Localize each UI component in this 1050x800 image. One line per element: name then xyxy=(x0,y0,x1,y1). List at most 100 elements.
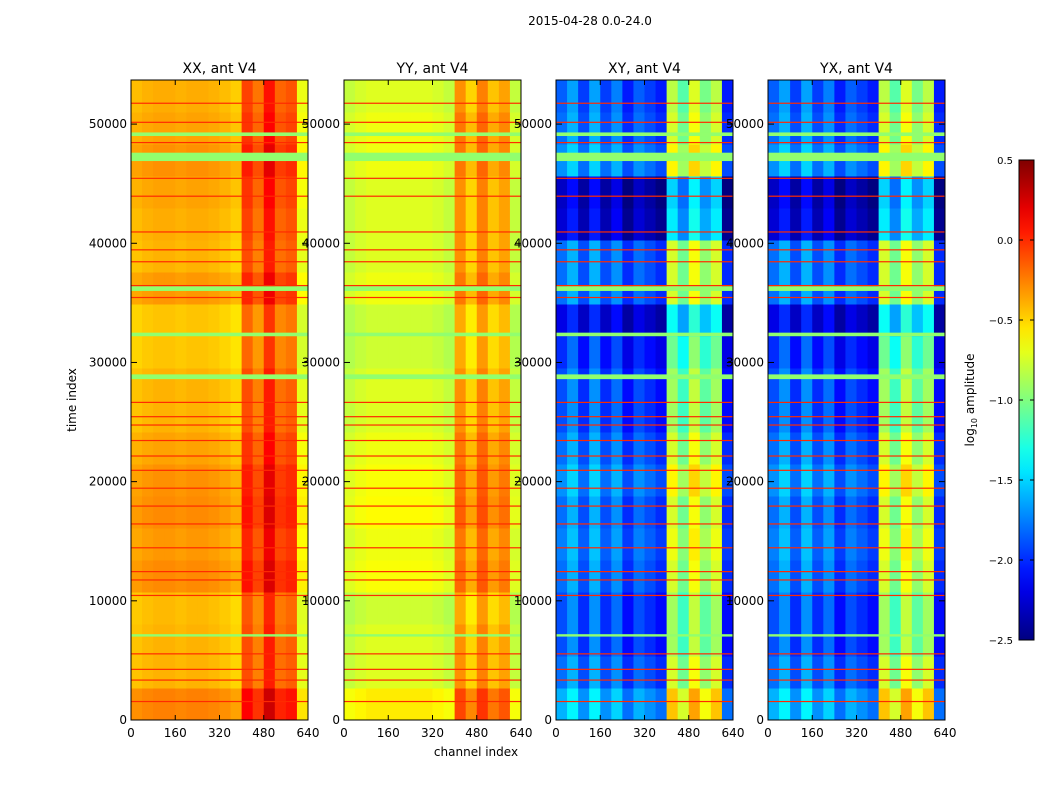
heatmap-cell xyxy=(867,560,880,593)
heatmap-cell xyxy=(768,464,780,497)
heatmap-cell xyxy=(285,176,298,209)
heatmap-cell xyxy=(410,240,422,273)
flag-line xyxy=(131,424,308,426)
flag-line xyxy=(556,231,733,233)
heatmap-cell xyxy=(175,240,187,273)
heatmap-cell xyxy=(922,528,935,561)
heatmap-cell xyxy=(633,528,645,561)
heatmap-cell xyxy=(633,336,645,369)
heatmap-cell xyxy=(443,560,456,593)
heatmap-cell xyxy=(655,688,668,721)
heatmap-cell xyxy=(622,80,634,113)
heatmap-cell xyxy=(487,240,500,273)
heatmap-cell xyxy=(721,656,734,689)
heatmap-cell xyxy=(410,656,422,689)
heatmap-cell xyxy=(285,592,298,625)
heatmap-cell xyxy=(355,432,367,465)
heatmap-cell xyxy=(296,688,309,721)
heatmap-cell xyxy=(567,688,579,721)
heatmap-cell xyxy=(677,304,690,337)
heatmap-cell xyxy=(900,560,913,593)
heatmap-cell xyxy=(779,624,791,657)
heatmap-cell xyxy=(644,528,657,561)
heatmap-cell xyxy=(812,112,824,145)
flag-line xyxy=(344,700,521,703)
heatmap-cell xyxy=(366,208,378,241)
heatmap-cell xyxy=(421,688,433,721)
heatmap-cell xyxy=(922,432,935,465)
heatmap-cell xyxy=(153,464,165,497)
flag-line xyxy=(131,261,308,263)
heatmap-cell xyxy=(699,336,712,369)
heatmap-cell xyxy=(230,368,243,401)
heatmap-cell xyxy=(296,464,309,497)
heatmap-cell xyxy=(230,432,243,465)
heatmap-cell xyxy=(790,432,802,465)
heatmap-cell xyxy=(633,592,645,625)
heatmap-cell xyxy=(677,688,690,721)
heatmap-cell xyxy=(377,336,389,369)
x-tick-label: 320 xyxy=(845,726,868,740)
y-tick-label: 40000 xyxy=(302,236,340,250)
heatmap-cell xyxy=(208,624,220,657)
heatmap-cell xyxy=(900,176,913,209)
colorbar-tick-label: −2.0 xyxy=(989,556,1013,567)
heatmap-cell xyxy=(153,624,165,657)
heatmap-cell xyxy=(589,432,601,465)
heatmap-cell xyxy=(208,528,220,561)
heatmap-cell xyxy=(633,560,645,593)
heatmap-cell xyxy=(241,528,254,561)
heatmap-cell xyxy=(296,304,309,337)
heatmap-cell xyxy=(655,496,668,529)
heatmap-cell xyxy=(487,624,500,657)
heatmap-cell xyxy=(410,432,422,465)
heatmap-cell xyxy=(710,336,723,369)
heatmap-cell xyxy=(454,464,467,497)
heatmap-cell xyxy=(487,688,500,721)
heatmap-cell xyxy=(175,368,187,401)
y-tick-label: 0 xyxy=(756,713,764,727)
heatmap-cell xyxy=(465,432,478,465)
heatmap-cell xyxy=(432,528,445,561)
heatmap-cell xyxy=(567,432,579,465)
heatmap-cell xyxy=(677,496,690,529)
heatmap-cell xyxy=(867,336,880,369)
heatmap-cell xyxy=(487,176,500,209)
heatmap-cell xyxy=(252,464,265,497)
flag-line xyxy=(131,439,308,442)
heatmap-cell xyxy=(900,112,913,145)
heatmap-cell xyxy=(241,336,254,369)
flag-line xyxy=(131,487,308,489)
heatmap-cell xyxy=(410,528,422,561)
heatmap-cell xyxy=(487,304,500,337)
heatmap-cell xyxy=(878,464,891,497)
heatmap-cell xyxy=(688,112,701,145)
heatmap-cell xyxy=(622,560,634,593)
heatmap-cell xyxy=(175,464,187,497)
heatmap-cell xyxy=(142,688,154,721)
heatmap-cell xyxy=(296,80,309,113)
heatmap-cell xyxy=(454,528,467,561)
heatmap-cell xyxy=(922,464,935,497)
heatmap-cell xyxy=(666,688,679,721)
heatmap-cell xyxy=(252,336,265,369)
x-tick-label: 480 xyxy=(889,726,912,740)
heatmap-cell xyxy=(410,176,422,209)
heatmap-cell xyxy=(801,208,813,241)
heatmap-cell xyxy=(366,464,378,497)
heatmap-cell xyxy=(487,112,500,145)
y-tick-label: 50000 xyxy=(89,117,127,131)
heatmap-cell xyxy=(285,464,298,497)
heatmap-cell xyxy=(589,112,601,145)
heatmap-cell xyxy=(699,176,712,209)
heatmap-cell xyxy=(589,592,601,625)
heatmap-cell xyxy=(911,464,924,497)
heatmap-cell xyxy=(285,208,298,241)
heatmap-cell xyxy=(710,368,723,401)
heatmap-cell xyxy=(900,656,913,689)
heatmap-cell xyxy=(845,176,857,209)
heatmap-cell xyxy=(274,336,287,369)
heatmap-cell xyxy=(153,656,165,689)
heatmap-cell xyxy=(241,304,254,337)
